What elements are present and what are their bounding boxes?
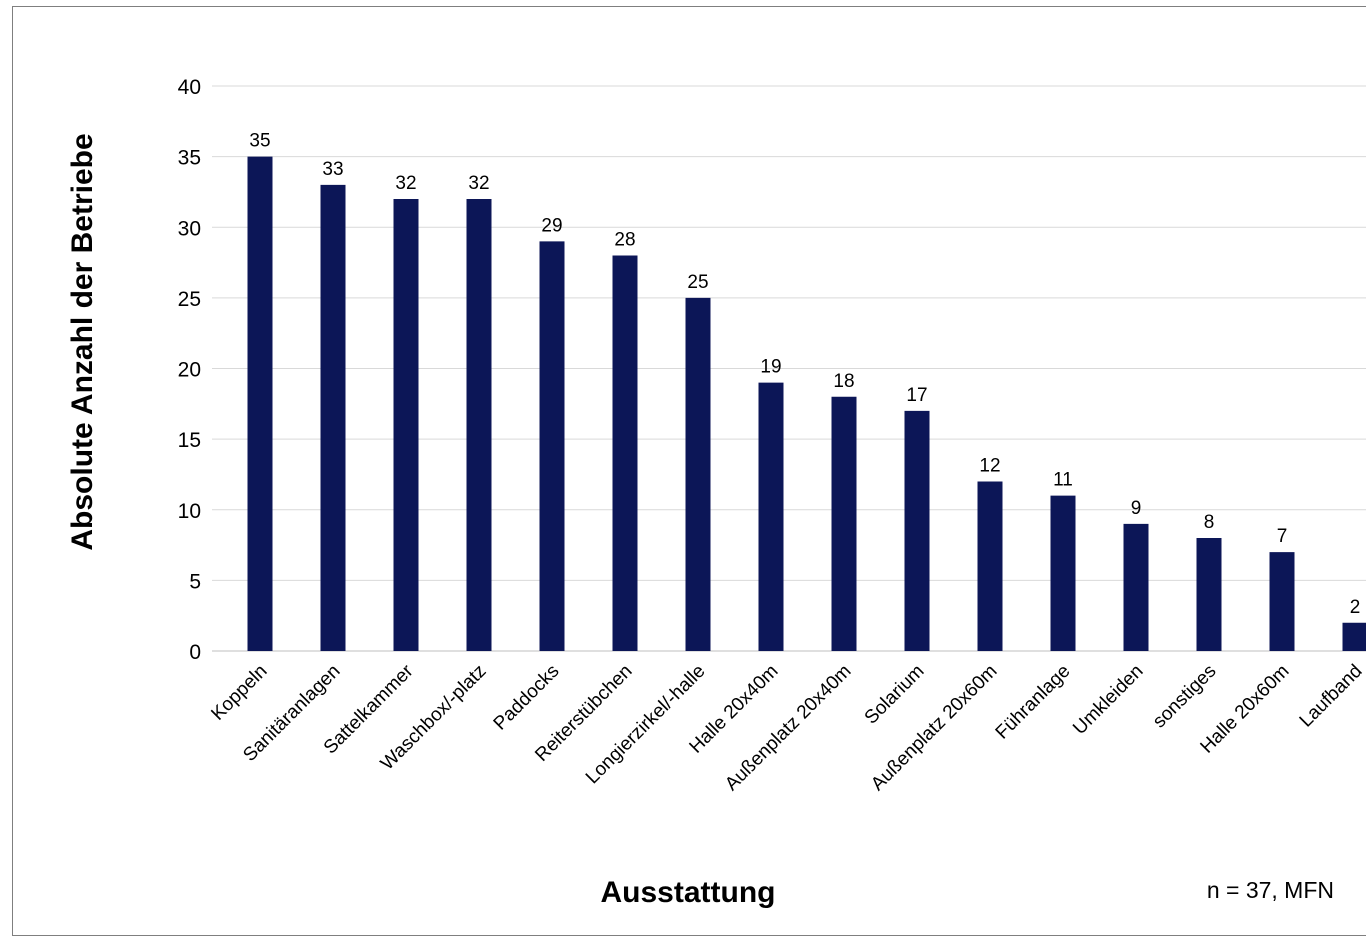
- data-label: 18: [833, 371, 854, 392]
- y-tick-label: 15: [178, 429, 201, 452]
- x-tick-label: Solarium: [861, 661, 929, 729]
- bar: [1124, 524, 1149, 651]
- bar: [1270, 552, 1295, 651]
- data-label: 33: [322, 159, 343, 180]
- data-label: 9: [1131, 498, 1142, 519]
- y-tick-label: 35: [178, 147, 201, 170]
- x-tick-label: Außenplatz 20x60m: [867, 661, 1001, 795]
- bar: [467, 199, 492, 651]
- data-label: 32: [468, 173, 489, 194]
- bars: [248, 157, 1366, 651]
- x-tick-label: Longierzirkel/-halle: [582, 661, 710, 789]
- data-label: 35: [249, 131, 270, 152]
- y-tick-label: 10: [178, 500, 201, 523]
- y-tick-label: 0: [189, 641, 201, 664]
- data-label: 17: [906, 385, 927, 406]
- x-tick-label: Führanlage: [992, 661, 1075, 744]
- data-label: 32: [395, 173, 416, 194]
- bar: [978, 482, 1003, 652]
- x-tick-label: Außenplatz 20x40m: [721, 661, 855, 795]
- data-label: 19: [760, 357, 781, 378]
- bar: [905, 411, 930, 651]
- data-label: 12: [979, 456, 1000, 477]
- y-axis-ticks: 0 5 10 15 20 25 30 35 40: [178, 76, 201, 664]
- y-tick-label: 30: [178, 217, 201, 240]
- bar: [540, 241, 565, 651]
- x-axis-title: Ausstattung: [601, 876, 776, 909]
- x-tick-label: Laufband: [1296, 661, 1366, 732]
- x-tick-label: Koppeln: [207, 661, 271, 725]
- y-tick-label: 5: [189, 570, 201, 593]
- bar: [321, 185, 346, 651]
- data-label: 8: [1204, 512, 1215, 533]
- bar: [686, 298, 711, 651]
- data-label: 28: [614, 230, 635, 251]
- gridlines: [212, 86, 1366, 651]
- bar: [832, 397, 857, 651]
- bar: [1051, 496, 1076, 651]
- data-label: 29: [541, 215, 562, 236]
- y-tick-label: 40: [178, 76, 201, 99]
- x-tick-label: Umkleiden: [1069, 661, 1147, 739]
- bar: [1197, 538, 1222, 651]
- data-label: 11: [1053, 470, 1073, 491]
- y-tick-label: 20: [178, 359, 201, 382]
- x-tick-label: sonstiges: [1149, 661, 1221, 733]
- bar: [613, 256, 638, 652]
- x-axis-ticks: KoppelnSanitäranlagenSattelkammerWaschbo…: [207, 660, 1366, 795]
- sample-note: n = 37, MFN: [1207, 877, 1334, 903]
- bar: [759, 383, 784, 651]
- data-label: 25: [687, 272, 708, 293]
- x-tick-label: Paddocks: [490, 661, 564, 735]
- y-axis-title: Absolute Anzahl der Betriebe: [66, 133, 99, 550]
- bar: [248, 157, 273, 651]
- data-label: 2: [1350, 597, 1361, 618]
- y-tick-label: 25: [178, 288, 201, 311]
- bar: [394, 199, 419, 651]
- data-label: 7: [1277, 526, 1288, 547]
- bar: [1343, 623, 1366, 651]
